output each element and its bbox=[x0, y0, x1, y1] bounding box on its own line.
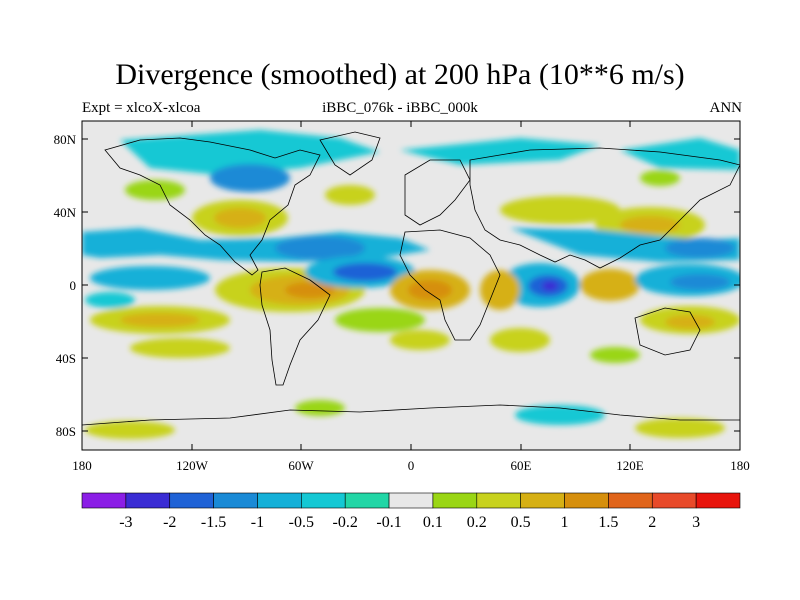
x-tick-label: 180 bbox=[72, 458, 92, 473]
colorbar-label: -0.2 bbox=[333, 514, 358, 531]
field-blob bbox=[214, 208, 266, 228]
colorbar-swatch bbox=[81, 492, 127, 509]
colorbar-swatch bbox=[257, 492, 302, 509]
colorbar-label: -0.1 bbox=[376, 514, 401, 531]
field-blob bbox=[130, 338, 230, 358]
colorbar-swatch bbox=[520, 492, 565, 509]
field-blob bbox=[120, 130, 380, 175]
field-blob bbox=[542, 281, 558, 291]
x-tick-label: 60E bbox=[511, 458, 532, 473]
y-tick-label: 40S bbox=[56, 351, 76, 366]
field-blob bbox=[640, 170, 680, 186]
coastline-south-america bbox=[259, 267, 331, 386]
colorbar: -3 -2 -1.5 -1 -0.5 -0.2 -0.1 0.1 0.2 0.5 1 1.5 2 3 bbox=[81, 492, 741, 531]
field-blob bbox=[515, 405, 605, 425]
colorbar-label: 3 bbox=[692, 514, 700, 531]
plot-title: Divergence (smoothed) at 200 hPa (10**6 … bbox=[115, 58, 685, 91]
season-label: ANN bbox=[709, 100, 743, 116]
colorbar-swatch bbox=[651, 492, 697, 509]
x-tick-label: 180 bbox=[730, 458, 750, 473]
field-blob bbox=[335, 308, 425, 332]
colorbar-swatch bbox=[169, 492, 214, 509]
y-tick-label: 80S bbox=[56, 424, 76, 439]
colorbar-label: -1 bbox=[251, 514, 264, 531]
field-blob bbox=[90, 266, 210, 290]
colorbar-label: 0.5 bbox=[511, 514, 531, 531]
colorbar-swatch bbox=[125, 492, 171, 509]
experiment-label: Expt = xlcoX-xlcoa bbox=[82, 100, 201, 116]
colorbar-swatch bbox=[564, 492, 609, 509]
field-blob bbox=[295, 400, 345, 416]
colorbar-label: 2 bbox=[648, 514, 656, 531]
field-blob bbox=[408, 280, 452, 300]
x-tick-label: 0 bbox=[408, 458, 415, 473]
colorbar-swatch bbox=[608, 492, 653, 509]
field-blob bbox=[665, 315, 715, 329]
field-blob bbox=[580, 269, 640, 301]
field-blob bbox=[400, 138, 600, 165]
field-blob bbox=[620, 216, 680, 234]
field-blob bbox=[590, 347, 640, 363]
field-blob bbox=[500, 196, 620, 224]
colorbar-label: -2 bbox=[163, 514, 176, 531]
colorbar-swatch bbox=[213, 492, 258, 509]
x-tick-label: 120W bbox=[176, 458, 209, 473]
field-blob bbox=[120, 313, 200, 327]
y-axis: 80N 40N 0 40S 80S bbox=[54, 132, 740, 439]
colorbar-label: -0.5 bbox=[289, 514, 314, 531]
field-blob bbox=[85, 292, 135, 308]
colorbar-swatch bbox=[695, 492, 741, 509]
coastline-australia bbox=[634, 307, 701, 356]
field-blob bbox=[85, 421, 175, 439]
field-blob bbox=[665, 238, 735, 258]
colorbar-swatch bbox=[432, 492, 478, 509]
field-blob bbox=[390, 330, 450, 350]
field-blob bbox=[490, 328, 550, 352]
field-blob bbox=[275, 236, 365, 260]
comparison-label: iBBC_076k - iBBC_000k bbox=[322, 100, 478, 116]
field-blob bbox=[285, 282, 335, 298]
colorbar-label: 0.1 bbox=[423, 514, 443, 531]
field-blob bbox=[210, 164, 290, 192]
colorbar-swatch bbox=[388, 492, 434, 509]
colorbar-label: 0.2 bbox=[467, 514, 487, 531]
colorbar-label: -3 bbox=[119, 514, 132, 531]
y-tick-label: 80N bbox=[54, 132, 77, 147]
field-blob bbox=[620, 138, 740, 170]
field-blob bbox=[670, 274, 730, 290]
y-tick-label: 40N bbox=[54, 205, 77, 220]
coastlines bbox=[82, 131, 740, 426]
coastline-europe bbox=[404, 159, 471, 226]
field-blob bbox=[325, 185, 375, 205]
colorbar-label: 1 bbox=[561, 514, 569, 531]
colorbar-swatch bbox=[301, 492, 346, 509]
x-tick-label: 120E bbox=[616, 458, 644, 473]
field-blob bbox=[125, 180, 185, 200]
field-blob bbox=[635, 418, 725, 438]
coastline-africa bbox=[399, 229, 501, 341]
colorbar-label: 1.5 bbox=[598, 514, 618, 531]
colorbar-label: -1.5 bbox=[201, 514, 226, 531]
field-blob bbox=[333, 263, 397, 281]
coastline-asia bbox=[469, 147, 740, 269]
x-tick-label: 60W bbox=[288, 458, 314, 473]
coastline-greenland bbox=[319, 131, 381, 176]
coastline-antarctica bbox=[82, 404, 740, 426]
coastline-north-america bbox=[104, 137, 321, 276]
colorbar-swatch bbox=[476, 492, 521, 509]
divergence-field bbox=[82, 130, 740, 439]
colorbar-swatch bbox=[344, 492, 390, 509]
x-axis: 180 120W 60W 0 60E 120E 180 bbox=[72, 121, 750, 473]
y-tick-label: 0 bbox=[70, 278, 77, 293]
